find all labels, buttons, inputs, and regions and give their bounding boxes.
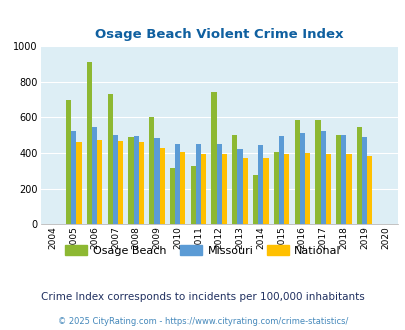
Bar [320, 131, 325, 224]
Bar [139, 143, 144, 224]
Legend: Osage Beach, Missouri, National: Osage Beach, Missouri, National [60, 241, 345, 260]
Bar [211, 92, 216, 224]
Bar [304, 153, 309, 224]
Bar [278, 136, 284, 224]
Bar [76, 142, 81, 224]
Bar [118, 141, 123, 224]
Bar [345, 154, 351, 224]
Bar [133, 136, 139, 224]
Bar [252, 176, 258, 224]
Bar [87, 62, 92, 224]
Bar [180, 152, 185, 224]
Bar [242, 157, 247, 224]
Bar [315, 120, 320, 224]
Bar [175, 144, 180, 224]
Title: Osage Beach Violent Crime Index: Osage Beach Violent Crime Index [95, 28, 343, 41]
Bar [154, 138, 159, 224]
Bar [232, 135, 237, 224]
Bar [128, 137, 133, 224]
Bar [71, 131, 76, 224]
Bar [341, 135, 345, 224]
Bar [113, 135, 118, 224]
Bar [195, 144, 200, 224]
Bar [149, 117, 154, 224]
Bar [97, 140, 102, 224]
Bar [169, 168, 175, 224]
Bar [237, 148, 242, 224]
Bar [294, 120, 299, 224]
Bar [273, 152, 278, 224]
Bar [66, 100, 71, 224]
Text: © 2025 CityRating.com - https://www.cityrating.com/crime-statistics/: © 2025 CityRating.com - https://www.city… [58, 317, 347, 326]
Bar [263, 157, 268, 224]
Bar [216, 144, 221, 224]
Bar [367, 156, 371, 224]
Bar [200, 154, 206, 224]
Text: Crime Index corresponds to incidents per 100,000 inhabitants: Crime Index corresponds to incidents per… [41, 292, 364, 302]
Bar [107, 94, 113, 224]
Bar [361, 137, 367, 224]
Bar [221, 154, 226, 224]
Bar [92, 127, 97, 224]
Bar [299, 133, 304, 224]
Bar [356, 127, 361, 224]
Bar [190, 166, 195, 224]
Bar [325, 154, 330, 224]
Bar [159, 148, 164, 224]
Bar [335, 135, 341, 224]
Bar [284, 154, 289, 224]
Bar [258, 145, 263, 224]
